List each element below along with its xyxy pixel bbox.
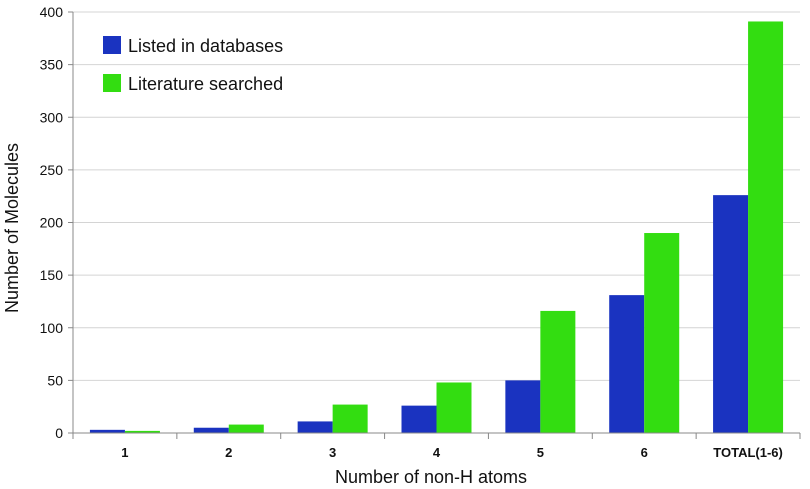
- bar-literature-searched: [228, 424, 264, 433]
- x-tick-label: TOTAL(1-6): [713, 445, 783, 460]
- x-axis-title: Number of non-H atoms: [335, 467, 527, 487]
- bar-literature-searched: [436, 382, 472, 433]
- bar-listed-in-databases: [401, 405, 437, 433]
- bar-listed-in-databases: [193, 427, 229, 433]
- bar-literature-searched: [644, 233, 680, 433]
- bar-listed-in-databases: [505, 380, 541, 433]
- y-tick-label: 50: [47, 372, 63, 388]
- gridlines: [73, 11, 800, 381]
- bar-literature-searched: [332, 404, 368, 433]
- x-tick-label: 2: [225, 445, 232, 460]
- y-tick-label: 400: [40, 4, 64, 20]
- bar-listed-in-databases: [609, 295, 645, 433]
- y-tick-labels: 0 50 100 150 200 250 300 350 400: [40, 4, 73, 441]
- y-tick-label: 200: [40, 215, 64, 231]
- bar-literature-searched: [124, 430, 160, 433]
- legend-label-listed-in-databases: Listed in databases: [128, 36, 283, 56]
- y-tick-label: 250: [40, 162, 64, 178]
- bar-literature-searched: [540, 310, 576, 433]
- x-tick-label: 5: [537, 445, 544, 460]
- bars: [89, 21, 784, 433]
- x-tick-label: 6: [641, 445, 648, 460]
- bar-listed-in-databases: [89, 429, 125, 433]
- x-tick-label: 3: [329, 445, 336, 460]
- y-tick-label: 300: [40, 109, 64, 125]
- x-tick-label: 4: [433, 445, 441, 460]
- legend-swatch-literature-searched: [103, 74, 121, 92]
- y-tick-label: 100: [40, 320, 64, 336]
- y-tick-label: 150: [40, 267, 64, 283]
- y-tick-label: 350: [40, 57, 64, 73]
- y-tick-label: 0: [55, 425, 63, 441]
- bar-listed-in-databases: [297, 421, 333, 433]
- bar-listed-in-databases: [713, 195, 749, 433]
- bar-literature-searched: [748, 21, 784, 433]
- y-axis-title: Number of Molecules: [2, 143, 22, 313]
- x-tick-label: 1: [121, 445, 128, 460]
- x-tick-labels: 1 2 3 4 5 6 TOTAL(1-6): [121, 445, 783, 460]
- legend: Listed in databases Literature searched: [103, 36, 283, 94]
- legend-label-literature-searched: Literature searched: [128, 74, 283, 94]
- legend-swatch-listed-in-databases: [103, 36, 121, 54]
